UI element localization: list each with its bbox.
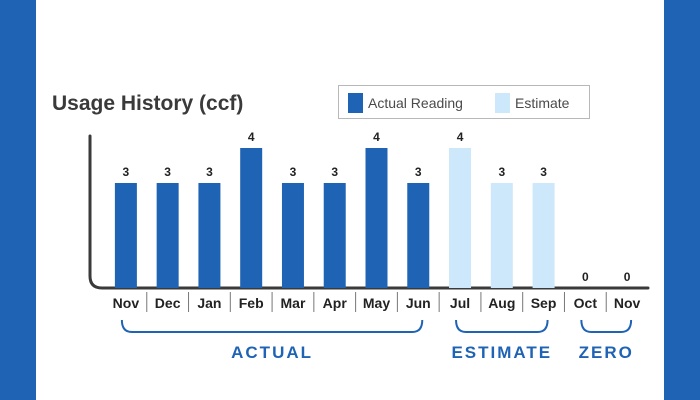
- x-tick-label: Oct: [574, 295, 598, 311]
- x-tick-label: Sep: [531, 295, 557, 311]
- value-label: 3: [415, 165, 422, 179]
- value-label: 4: [457, 130, 464, 144]
- bar-aug-9: [490, 183, 513, 288]
- legend-swatch-estimate: [495, 93, 510, 113]
- x-tick-label: Feb: [239, 295, 264, 311]
- x-tick-label: May: [363, 295, 390, 311]
- bracket-zero: [580, 319, 633, 333]
- x-tick-label: Dec: [155, 295, 181, 311]
- chart-legend: Actual Reading Estimate: [338, 85, 590, 119]
- x-tick-label: Nov: [113, 295, 140, 311]
- value-label: 3: [123, 165, 130, 179]
- x-tick-label: Mar: [281, 295, 306, 311]
- group-label-actual: ACTUAL: [231, 343, 313, 362]
- right-frame-bar: [664, 0, 700, 400]
- legend-label-actual: Actual Reading: [368, 95, 463, 111]
- bar-jun-7: [407, 183, 430, 288]
- group-label-zero: ZERO: [579, 343, 634, 362]
- value-label: 3: [206, 165, 213, 179]
- group-label-estimate: ESTIMATE: [451, 343, 552, 362]
- bar-jan-2: [198, 183, 221, 288]
- value-label: 4: [248, 130, 255, 144]
- bar-mar-4: [281, 183, 304, 288]
- x-tick-label: Jan: [197, 295, 221, 311]
- value-label: 3: [164, 165, 171, 179]
- x-tick-label: Apr: [323, 295, 348, 311]
- legend-label-estimate: Estimate: [515, 95, 570, 111]
- value-label: 3: [540, 165, 547, 179]
- value-label: 4: [373, 130, 380, 144]
- value-label: 0: [582, 270, 589, 284]
- bar-sep-10: [532, 183, 555, 288]
- value-label: 3: [331, 165, 338, 179]
- bar-feb-3: [240, 148, 263, 288]
- bracket-actual: [120, 319, 424, 333]
- value-label: 3: [498, 165, 505, 179]
- legend-swatch-actual: [348, 93, 363, 113]
- value-label: 3: [290, 165, 297, 179]
- x-tick-label: Jul: [450, 295, 470, 311]
- x-tick-label: Aug: [488, 295, 515, 311]
- x-tick-label: Nov: [614, 295, 641, 311]
- bracket-estimate: [455, 319, 549, 333]
- bar-jul-8: [449, 148, 472, 288]
- x-tick-label: Jun: [406, 295, 431, 311]
- chart-axis: [88, 134, 650, 290]
- bar-apr-5: [323, 183, 346, 288]
- bar-dec-1: [156, 183, 179, 288]
- left-frame-bar: [0, 0, 36, 400]
- bar-nov-0: [114, 183, 137, 288]
- bar-may-6: [365, 148, 388, 288]
- value-label: 0: [624, 270, 631, 284]
- chart-title: Usage History (ccf): [52, 92, 244, 115]
